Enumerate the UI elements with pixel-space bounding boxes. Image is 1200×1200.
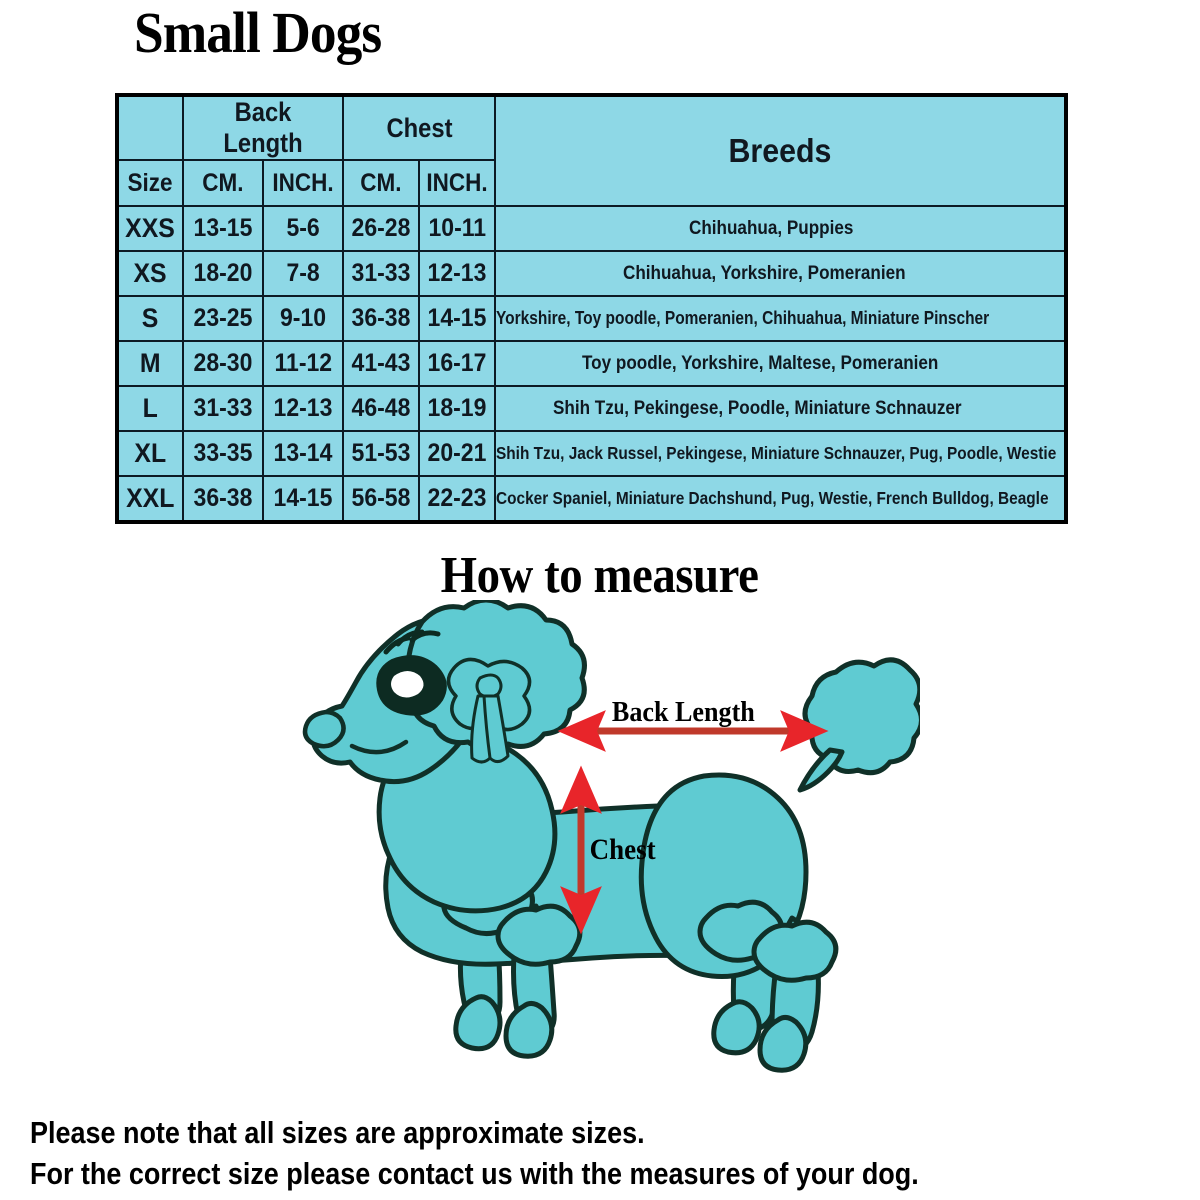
group-header-back-length-label: Back Length: [223, 97, 303, 158]
cell-chest-inch: 20-21: [417, 430, 497, 477]
cell-chest-cm: 46-48: [342, 385, 420, 432]
how-to-measure-title: How to measure: [441, 547, 759, 604]
cell-chest-inch: 12-13: [417, 250, 497, 297]
cell-back-inch: 13-14: [262, 430, 344, 477]
dog-eyelash-icon: [383, 629, 441, 655]
table-group-header-row: Back Length Chest Breeds: [116, 94, 1067, 207]
front-paw-far-shape: [453, 994, 503, 1052]
page-title: Small Dogs: [134, 0, 382, 65]
footer-note: Please note that all sizes are approxima…: [30, 1113, 1190, 1195]
cell-breeds: Shih Tzu, Jack Russel, Pekingese, Miniat…: [494, 430, 1067, 477]
cell-chest-cm: 26-28: [342, 205, 420, 252]
table-row: XXS 13-15 5-6 26-28 10-11 Chihuahua, Pup…: [116, 205, 1067, 252]
unit-header-back-inch: INCH.: [262, 159, 344, 207]
cell-back-cm: 28-30: [182, 340, 264, 387]
group-header-breeds: Breeds: [494, 94, 1067, 207]
cell-back-cm: 18-20: [182, 250, 264, 297]
leg-fur-puff-rear-near-shape: [751, 919, 839, 983]
cell-size: XXL: [116, 475, 184, 523]
size-chart-table: Back Length Chest Breeds Size CM. INCH. …: [115, 93, 1068, 524]
table-row: XL 33-35 13-14 51-53 20-21 Shih Tzu, Jac…: [116, 430, 1067, 477]
cell-size: M: [116, 340, 184, 387]
dog-eye-group: [376, 629, 447, 716]
cell-breeds: Cocker Spaniel, Miniature Dachshund, Pug…: [494, 475, 1067, 523]
cell-back-inch: 12-13: [262, 385, 344, 432]
poodle-illustration: [300, 600, 920, 1080]
unit-header-chest-inch-label: INCH.: [426, 168, 488, 197]
dog-bow-knot-shape: [475, 673, 503, 699]
unit-header-back-cm: CM.: [182, 159, 264, 207]
table-row: L 31-33 12-13 46-48 18-19 Shih Tzu, Peki…: [116, 385, 1067, 432]
cell-back-inch: 9-10: [262, 295, 344, 342]
leg-fur-puff-front-near-shape: [495, 903, 583, 967]
unit-header-back-cm-label: CM.: [202, 168, 244, 197]
front-paw-near-shape: [503, 1000, 555, 1059]
cell-size: S: [116, 295, 184, 342]
rear-paw-far-shape: [711, 999, 762, 1056]
cell-chest-inch: 22-23: [417, 475, 497, 523]
rear-paw-near-shape: [757, 1014, 809, 1073]
cell-back-cm: 13-15: [182, 205, 264, 252]
footer-note-line-1: Please note that all sizes are approxima…: [30, 1115, 645, 1150]
table-unit-header-row: Size CM. INCH. CM. INCH.: [116, 159, 1066, 207]
group-header-chest: Chest: [341, 94, 497, 161]
table-row: M 28-30 11-12 41-43 16-17 Toy poodle, Yo…: [116, 340, 1067, 387]
dog-bow-ribbon-right-shape: [482, 694, 510, 763]
cell-back-inch: 5-6: [262, 205, 344, 252]
cell-breeds: Toy poodle, Yorkshire, Maltese, Pomerani…: [494, 340, 1067, 387]
unit-header-chest-cm-label: CM.: [360, 168, 402, 197]
cell-breeds: Yorkshire, Toy poodle, Pomeranien, Chihu…: [494, 295, 1067, 342]
cell-chest-inch: 10-11: [417, 205, 497, 252]
unit-header-size-label: Size: [127, 168, 174, 197]
cell-back-inch: 11-12: [262, 340, 344, 387]
cell-back-cm: 31-33: [182, 385, 264, 432]
back-length-label: Back Length: [611, 696, 755, 728]
cell-breeds: Chihuahua, Puppies: [494, 205, 1067, 252]
cell-chest-cm: 31-33: [342, 250, 420, 297]
cell-size: XS: [116, 250, 184, 297]
cell-chest-cm: 41-43: [342, 340, 420, 387]
table-row: XXL 36-38 14-15 56-58 22-23 Cocker Spani…: [116, 475, 1067, 523]
unit-header-chest-cm: CM.: [342, 159, 420, 207]
cell-back-inch: 14-15: [262, 475, 344, 523]
group-header-breeds-label: Breeds: [728, 132, 832, 169]
group-header-chest-label: Chest: [386, 112, 453, 143]
dog-smile-shape: [349, 739, 409, 755]
cell-chest-inch: 18-19: [417, 385, 497, 432]
cell-size: XXS: [116, 205, 184, 252]
table-row: S 23-25 9-10 36-38 14-15 Yorkshire, Toy …: [116, 295, 1067, 342]
cell-back-cm: 33-35: [182, 430, 264, 477]
cell-chest-cm: 56-58: [342, 475, 420, 523]
table-row: XS 18-20 7-8 31-33 12-13 Chihuahua, York…: [116, 250, 1067, 297]
unit-header-size: Size: [116, 159, 184, 207]
cell-size: XL: [116, 430, 184, 477]
cell-chest-cm: 51-53: [342, 430, 420, 477]
tail-stem-shape: [797, 747, 845, 793]
chest-label: Chest: [589, 833, 656, 866]
cell-breeds: Shih Tzu, Pekingese, Poodle, Miniature S…: [494, 385, 1067, 432]
dog-nose-shape: [302, 709, 346, 749]
cell-breeds: Chihuahua, Yorkshire, Pomeranien: [494, 250, 1067, 297]
footer-note-line-2: For the correct size please contact us w…: [30, 1155, 919, 1191]
dog-eye-highlight-shape: [391, 671, 424, 698]
group-header-back-length: Back Length: [182, 94, 344, 161]
cell-chest-inch: 16-17: [417, 340, 497, 387]
cell-back-cm: 23-25: [182, 295, 264, 342]
cell-size: L: [116, 385, 184, 432]
cell-chest-inch: 14-15: [417, 295, 497, 342]
cell-back-inch: 7-8: [262, 250, 344, 297]
group-header-blank: [116, 94, 184, 161]
unit-header-back-inch-label: INCH.: [272, 168, 334, 197]
cell-back-cm: 36-38: [182, 475, 264, 523]
cell-chest-cm: 36-38: [342, 295, 420, 342]
unit-header-chest-inch: INCH.: [417, 159, 497, 207]
